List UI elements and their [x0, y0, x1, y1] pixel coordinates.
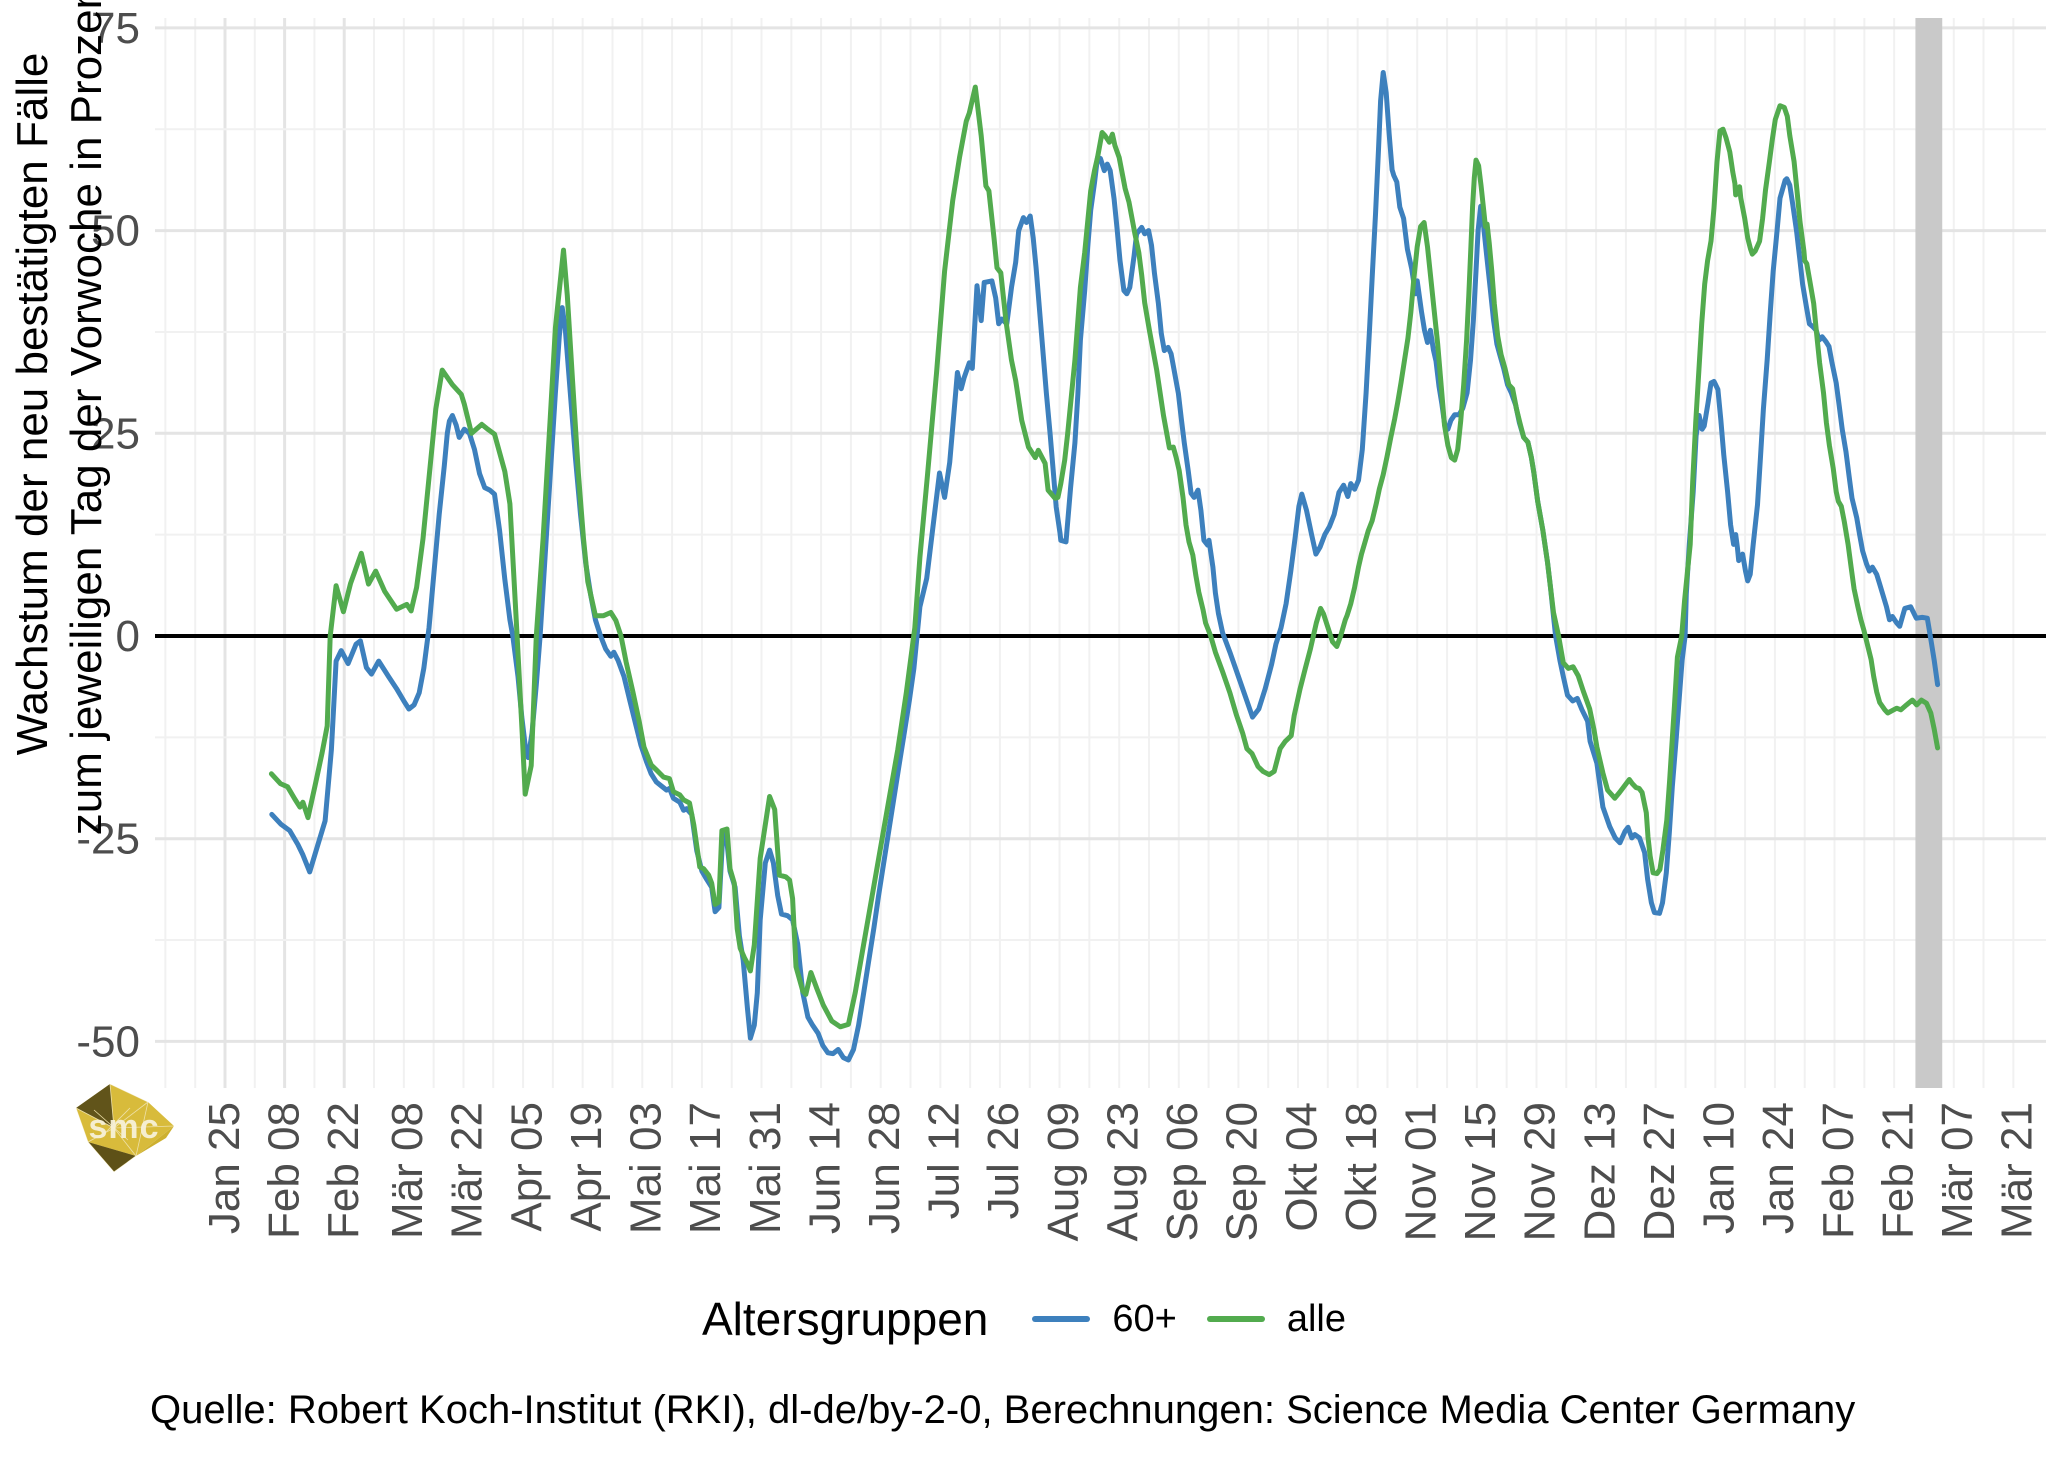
x-tick-label: Feb 07 — [1814, 1102, 1863, 1239]
series-line-60+ — [269, 70, 1941, 1063]
x-tick-label: Nov 29 — [1516, 1102, 1565, 1241]
x-tick-label: Mär 07 — [1933, 1102, 1982, 1239]
x-tick-label: Mai 31 — [741, 1102, 790, 1234]
y-tick-label: 0 — [116, 612, 140, 661]
legend-title: Altersgruppen — [701, 1293, 989, 1345]
x-tick-label: Mär 22 — [443, 1102, 492, 1239]
x-tick-label: Jul 12 — [920, 1102, 969, 1219]
x-tick-label: Apr 19 — [562, 1102, 611, 1232]
source-caption: Quelle: Robert Koch-Institut (RKI), dl-d… — [150, 1388, 1856, 1432]
legend-line-swatch-blue — [1032, 1316, 1091, 1322]
series-line-alle — [268, 84, 1941, 1030]
legend: Altersgruppen 60+ alle — [0, 1292, 2048, 1346]
x-tick-label: Okt 18 — [1337, 1102, 1386, 1232]
legend-line-swatch-green — [1206, 1316, 1265, 1322]
y-tick-label: -25 — [76, 815, 140, 864]
y-tick-label: 25 — [91, 409, 140, 458]
x-tick-label: Jun 14 — [800, 1102, 849, 1234]
x-tick-label: Mai 03 — [622, 1102, 671, 1234]
smc-logo: smc — [75, 1083, 175, 1173]
x-tick-label: Sep 20 — [1218, 1102, 1267, 1241]
x-tick-label: Okt 04 — [1277, 1102, 1326, 1232]
legend-item-alle: alle — [1206, 1297, 1347, 1341]
x-tick-label: Sep 06 — [1158, 1102, 1207, 1241]
y-axis-title-line1: Wachstum der neu bestätigten Fälle — [8, 52, 57, 756]
x-tick-label: Feb 21 — [1873, 1102, 1922, 1239]
x-tick-label: Nov 15 — [1456, 1102, 1505, 1241]
legend-label-alle: alle — [1286, 1297, 1347, 1340]
x-tick-label: Jan 24 — [1754, 1102, 1803, 1234]
y-tick-label: 50 — [91, 207, 140, 256]
x-tick-label: Dez 27 — [1635, 1102, 1684, 1241]
x-tick-label: Apr 05 — [502, 1102, 551, 1232]
y-tick-label: 75 — [91, 4, 140, 53]
y-axis-title-line2: zum jeweiligen Tag der Vorwoche in Proze… — [62, 0, 111, 836]
x-tick-label: Dez 13 — [1575, 1102, 1624, 1241]
x-tick-label: Jan 25 — [200, 1102, 249, 1234]
x-tick-label: Jan 10 — [1695, 1102, 1744, 1234]
legend-label-60plus: 60+ — [1112, 1297, 1177, 1340]
x-tick-label: Mär 08 — [383, 1102, 432, 1239]
x-tick-label: Jun 28 — [860, 1102, 909, 1234]
y-axis-title: Wachstum der neu bestätigten Fälle zum j… — [6, 0, 118, 954]
x-tick-label: Mär 21 — [1993, 1102, 2042, 1239]
x-tick-label: Feb 22 — [319, 1102, 368, 1239]
x-tick-label: Feb 08 — [260, 1102, 309, 1239]
legend-item-60plus: 60+ — [1032, 1297, 1177, 1341]
x-tick-label: Mai 17 — [681, 1102, 730, 1234]
y-tick-label: -50 — [76, 1017, 140, 1066]
x-tick-label: Aug 09 — [1039, 1102, 1088, 1241]
svg-text:smc: smc — [88, 1108, 159, 1146]
x-tick-label: Aug 23 — [1098, 1102, 1147, 1241]
x-tick-label: Jul 26 — [979, 1102, 1028, 1219]
x-tick-label: Nov 01 — [1396, 1102, 1445, 1241]
